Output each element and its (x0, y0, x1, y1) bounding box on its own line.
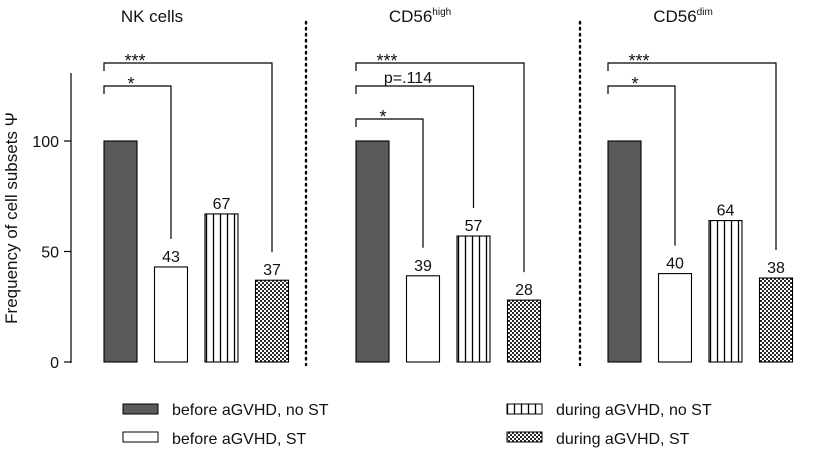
legend-swatch-before-no-st (122, 403, 159, 415)
bar-nk-cells-before-st (153, 266, 189, 363)
significance-bracket (103, 62, 273, 253)
legend-swatch-during-no-st (506, 403, 543, 415)
significance-bracket (607, 85, 676, 246)
legend: before aGVHD, no ST before aGVHD, ST dur… (122, 402, 712, 448)
significance-bracket (607, 62, 777, 251)
y-tick-label: 50 (41, 245, 59, 262)
legend-swatch-before-st (122, 431, 159, 443)
significance-label: * (631, 74, 638, 94)
bar-nk-cells-before-no-st (103, 140, 138, 363)
significance-label: * (127, 74, 134, 94)
significance-label: p=.114 (384, 70, 432, 87)
legend-label-during-no-st: during aGVHD, no ST (556, 402, 712, 419)
bar-value-label: 43 (162, 249, 180, 266)
group-title-cd56-high: CD56high (389, 7, 451, 26)
legend-label-before-no-st: before aGVHD, no ST (172, 402, 329, 419)
bar-nk-cells-during-st (254, 279, 290, 363)
bar-cd56-high-during-st (506, 299, 542, 363)
significance-bracket (355, 62, 525, 273)
bar-value-label: 57 (465, 218, 483, 235)
y-axis-label: Frequency of cell subsets Ψ (2, 112, 21, 324)
bar-value-label: 67 (213, 196, 231, 213)
legend-label-during-st: during aGVHD, ST (556, 431, 690, 448)
legend-label-before-st: before aGVHD, ST (172, 431, 307, 448)
significance-label: * (379, 107, 386, 127)
significance-bracket (103, 85, 172, 239)
bar-cd56-high-before-st (405, 275, 441, 363)
significance-bracket (355, 85, 475, 209)
group-title-cd56-dim: CD56dim (653, 7, 713, 26)
group-title-nk-cells: NK cells (121, 7, 183, 26)
bar-value-label: 64 (717, 203, 735, 220)
bar-cd56-dim-during-st (758, 277, 794, 363)
significance-bracket (355, 118, 424, 248)
bar-cd56-dim-before-st (657, 273, 693, 363)
significance-label: *** (628, 51, 649, 71)
bar-cd56-high-before-no-st (355, 140, 390, 363)
bar-value-label: 39 (414, 258, 432, 275)
y-tick-label: 0 (50, 355, 59, 372)
bar-value-label: 37 (263, 262, 281, 279)
bar-value-label: 28 (515, 282, 533, 299)
significance-label: *** (124, 51, 145, 71)
bar-cd56-high-during-no-st (456, 235, 491, 363)
legend-swatch-during-st (506, 431, 543, 443)
bar-cd56-dim-before-no-st (607, 140, 642, 363)
y-tick-label: 100 (32, 134, 59, 151)
bar-nk-cells-during-no-st (204, 213, 239, 363)
bar-value-label: 38 (767, 260, 785, 277)
bar-value-label: 40 (666, 256, 684, 273)
bar-cd56-dim-during-no-st (708, 220, 743, 363)
significance-label: *** (376, 51, 397, 71)
